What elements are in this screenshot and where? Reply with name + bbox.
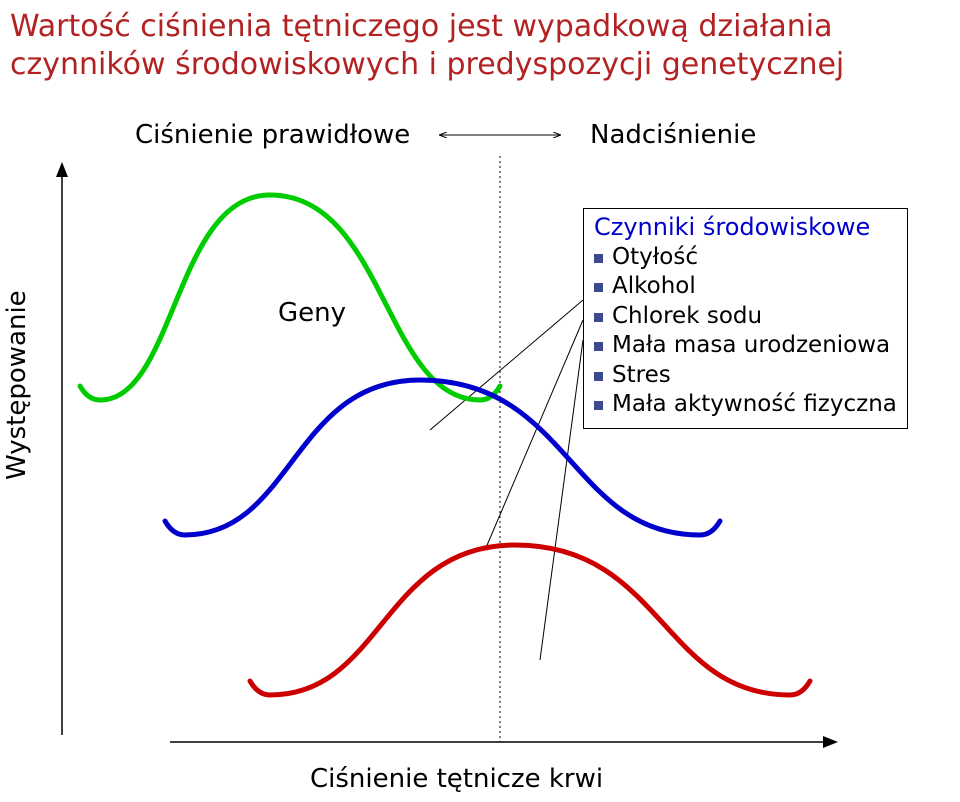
- pointer-line: [430, 300, 583, 430]
- blue-curve: [165, 380, 720, 535]
- red-curve: [250, 545, 810, 695]
- curves-group: [80, 195, 810, 695]
- green-curve: [80, 195, 500, 400]
- pointer-line: [485, 320, 583, 550]
- pointer-line: [540, 340, 583, 660]
- diagram-svg: [0, 0, 960, 802]
